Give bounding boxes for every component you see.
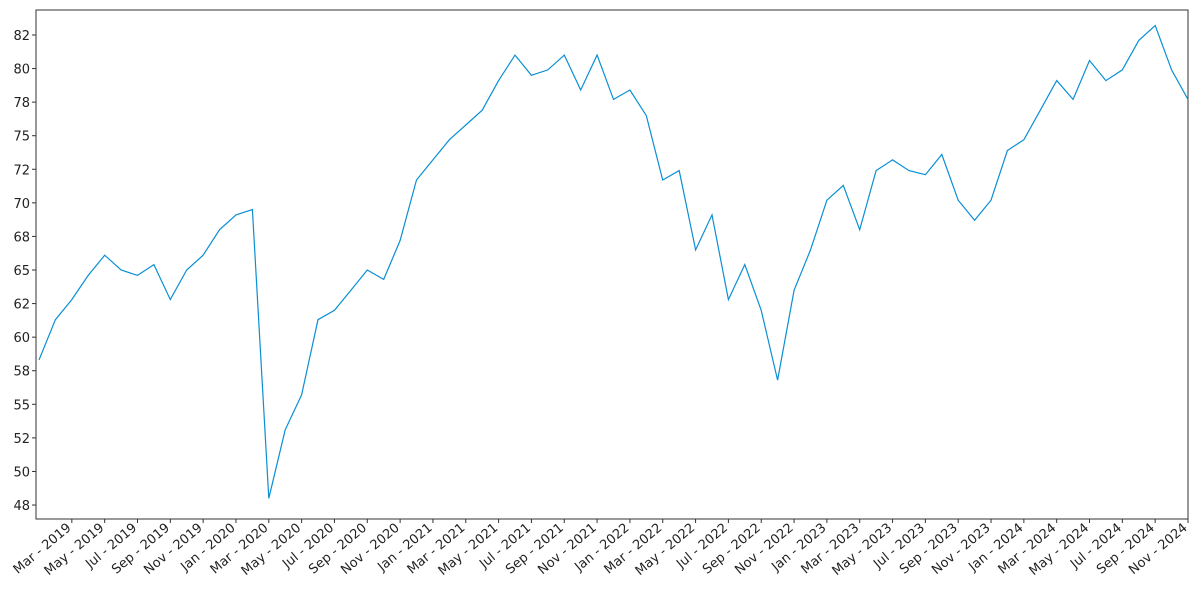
y-tick-label: 78 [13,96,30,111]
y-tick-label: 80 [13,63,30,78]
y-tick-label: 55 [13,398,30,413]
y-tick-label: 62 [13,298,30,313]
y-tick-label: 48 [13,499,30,514]
y-tick-label: 68 [13,230,30,245]
y-tick-label: 82 [13,29,30,44]
y-tick-label: 70 [13,197,30,212]
y-tick-label: 60 [13,331,30,346]
y-tick-label: 75 [13,130,30,145]
y-tick-label: 58 [13,365,30,380]
data-line [38,24,1189,499]
y-tick-label: 65 [13,264,30,279]
y-tick-label: 52 [13,432,30,447]
y-tick-label: 50 [13,465,30,480]
y-tick-label: 72 [13,163,30,178]
plot-frame [35,9,1189,520]
